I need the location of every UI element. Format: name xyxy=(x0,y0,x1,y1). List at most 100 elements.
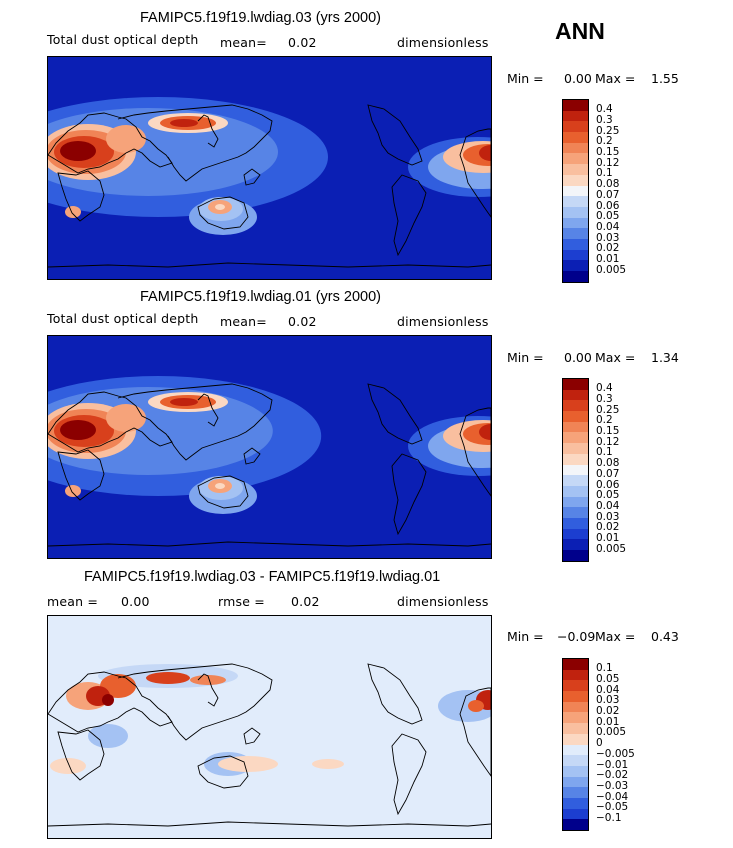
diff-negative xyxy=(88,724,128,748)
panel2-units: dimensionless xyxy=(397,314,489,329)
coastline xyxy=(459,128,491,218)
colorbar-swatch xyxy=(563,432,588,444)
australia-dust-max xyxy=(215,483,225,489)
colorbar-swatch xyxy=(563,819,588,830)
colorbar-tick-label: 0.4 xyxy=(596,103,613,116)
coastline xyxy=(197,393,219,427)
colorbar-tick-label: 0 xyxy=(596,737,603,750)
colorbar-tick-label: 0.04 xyxy=(596,220,620,233)
panel1-map xyxy=(47,56,492,280)
diff-positive xyxy=(468,700,484,712)
colorbar-swatch xyxy=(563,249,588,261)
colorbar-swatch xyxy=(563,164,588,175)
contour-fill xyxy=(50,664,491,776)
colorbar-tick-label: 0.25 xyxy=(596,124,620,137)
panel3-max-label: Max = xyxy=(595,629,636,644)
colorbar-swatch xyxy=(563,142,588,154)
colorbar-tick-label: −0.04 xyxy=(596,790,629,803)
colorbar-tick-label: 0.3 xyxy=(596,392,613,405)
panel2-colorbar xyxy=(562,378,589,562)
colorbar-tick-label: 0.08 xyxy=(596,178,620,191)
colorbar-tick-label: 0.05 xyxy=(596,489,620,502)
colorbar-swatch xyxy=(563,787,588,798)
panel3-colorbar xyxy=(562,658,589,831)
coastline xyxy=(117,383,273,461)
panel2-max-value: 1.34 xyxy=(651,350,679,365)
colorbar-swatch xyxy=(563,206,588,218)
colorbar-swatch xyxy=(563,669,588,681)
panel1-max-label: Max = xyxy=(595,71,636,86)
colorbar-swatch xyxy=(563,797,588,809)
panel2-map xyxy=(47,335,492,559)
colorbar-swatch xyxy=(563,217,588,229)
panel1-min-label: Min = xyxy=(507,71,544,86)
colorbar-swatch xyxy=(563,228,588,239)
coastline xyxy=(57,729,105,781)
coastline xyxy=(391,733,427,816)
colorbar-tick-label: 0.04 xyxy=(596,683,620,696)
colorbar-tick-label: 0.05 xyxy=(596,672,620,685)
colorbar-tick-label: −0.005 xyxy=(596,747,635,760)
panel1-title: FAMIPC5.f19f19.lwdiag.03 (yrs 2000) xyxy=(140,10,381,26)
panel1-mean-label: mean= xyxy=(220,35,267,50)
colorbar-tick-label: −0.01 xyxy=(596,758,629,771)
arabia-dust xyxy=(106,125,146,153)
panel2-min-value: 0.00 xyxy=(564,350,592,365)
southafrica-dust xyxy=(65,485,81,497)
colorbar-tick-label: 0.3 xyxy=(596,113,613,126)
colorbar-tick-label: 0.07 xyxy=(596,188,620,201)
atlantic-dust-max xyxy=(479,424,491,440)
colorbar-swatch xyxy=(563,550,588,561)
colorbar-swatch xyxy=(563,411,588,422)
colorbar-tick-label: 0.06 xyxy=(596,199,620,212)
coastline xyxy=(197,114,219,148)
coastlines xyxy=(48,663,491,827)
colorbar-swatch xyxy=(563,659,588,670)
australia-dust-max xyxy=(215,204,225,210)
colorbar-tick-label: −0.1 xyxy=(596,812,622,824)
colorbar-swatch xyxy=(563,744,588,756)
coastlines xyxy=(48,383,491,547)
coastline xyxy=(367,383,423,445)
colorbar-swatch xyxy=(563,517,588,529)
contour-fill xyxy=(48,97,491,235)
colorbar-swatch xyxy=(563,100,588,111)
asia-dust-max xyxy=(170,119,198,127)
diff-positive xyxy=(312,759,344,769)
colorbar-tick-label: 0.03 xyxy=(596,231,620,244)
colorbar-swatch xyxy=(563,174,588,186)
panel2-title: FAMIPC5.f19f19.lwdiag.01 (yrs 2000) xyxy=(140,289,381,305)
colorbar-tick-label: −0.03 xyxy=(596,779,629,792)
colorbar-tick-label: 0.1 xyxy=(596,167,613,180)
coastline xyxy=(243,168,261,186)
panel1-colorbar xyxy=(562,99,589,283)
colorbar-swatch xyxy=(563,132,588,143)
colorbar-tick-label: −0.02 xyxy=(596,769,629,782)
panel3-rmse-value: 0.02 xyxy=(291,594,320,609)
panel1-units: dimensionless xyxy=(397,35,489,50)
panel3-mean-value: 0.00 xyxy=(121,594,150,609)
colorbar-tick-label: 0.03 xyxy=(596,694,620,707)
colorbar-tick-label: 0.02 xyxy=(596,521,620,534)
panel2-variable: Total dust optical depth xyxy=(47,311,199,326)
contour-fill xyxy=(48,376,491,514)
colorbar-tick-label: 0.05 xyxy=(596,210,620,223)
colorbar-tick-label: 0.12 xyxy=(596,156,620,169)
colorbar-tick-label: 0.15 xyxy=(596,425,620,437)
colorbar-swatch xyxy=(563,400,588,412)
panel1-mean-value: 0.02 xyxy=(288,35,317,50)
colorbar-swatch xyxy=(563,691,588,702)
panel2-mean-label: mean= xyxy=(220,314,267,329)
southafrica-dust xyxy=(65,206,81,218)
colorbar-tick-label: 0.15 xyxy=(596,146,620,158)
asia-dust-max xyxy=(170,398,198,406)
coastline xyxy=(48,541,491,547)
colorbar-tick-label: 0.25 xyxy=(596,403,620,416)
colorbar-tick-label: 0.02 xyxy=(596,242,620,255)
diff-positive xyxy=(146,672,190,684)
colorbar-swatch xyxy=(563,528,588,540)
colorbar-tick-label: 0.07 xyxy=(596,467,620,480)
colorbar-swatch xyxy=(563,723,588,734)
diff-positive-max xyxy=(102,694,114,706)
coastline xyxy=(57,170,105,222)
